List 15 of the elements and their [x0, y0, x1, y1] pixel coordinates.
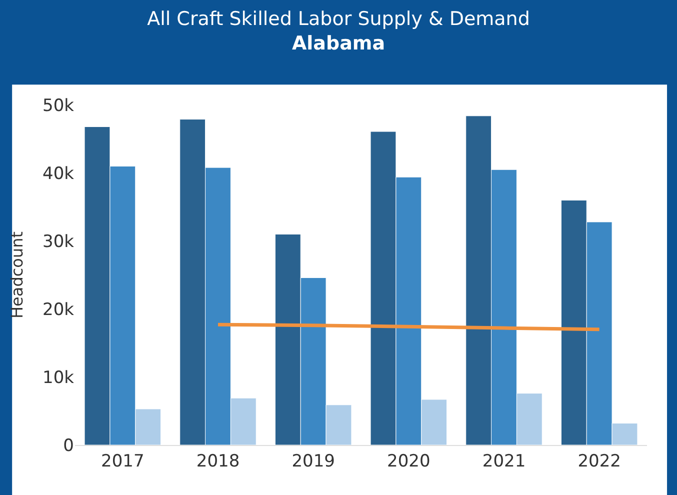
x-tick-label: 2021: [482, 451, 526, 472]
y-tick-label: 10k: [42, 368, 74, 388]
y-tick-label: 50k: [42, 96, 74, 116]
x-tick-label: 2018: [196, 451, 240, 472]
y-axis-title: Headcount: [7, 232, 26, 318]
x-tick-label: 2022: [578, 451, 621, 472]
chart-title: All Craft Skilled Labor Supply & Demand: [147, 8, 530, 30]
x-tick-label: 2019: [292, 451, 335, 472]
y-tick-label: 20k: [42, 300, 74, 320]
y-tick-label: 30k: [42, 232, 74, 252]
y-tick-label: 0: [63, 436, 74, 456]
y-tick-label: 40k: [42, 164, 74, 184]
chart-subtitle: Alabama: [292, 32, 386, 54]
x-tick-label: 2020: [387, 451, 430, 472]
x-tick-label: 2017: [101, 451, 144, 472]
